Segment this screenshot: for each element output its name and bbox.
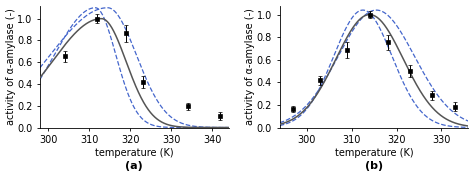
Text: (a): (a) [126,161,143,171]
X-axis label: temperature (K): temperature (K) [95,148,173,158]
Text: (b): (b) [365,161,383,171]
Y-axis label: activity of α-amylase (-): activity of α-amylase (-) [246,8,255,125]
X-axis label: temperature (K): temperature (K) [335,148,413,158]
Y-axis label: activity of α-amylase (-): activity of α-amylase (-) [6,8,16,125]
